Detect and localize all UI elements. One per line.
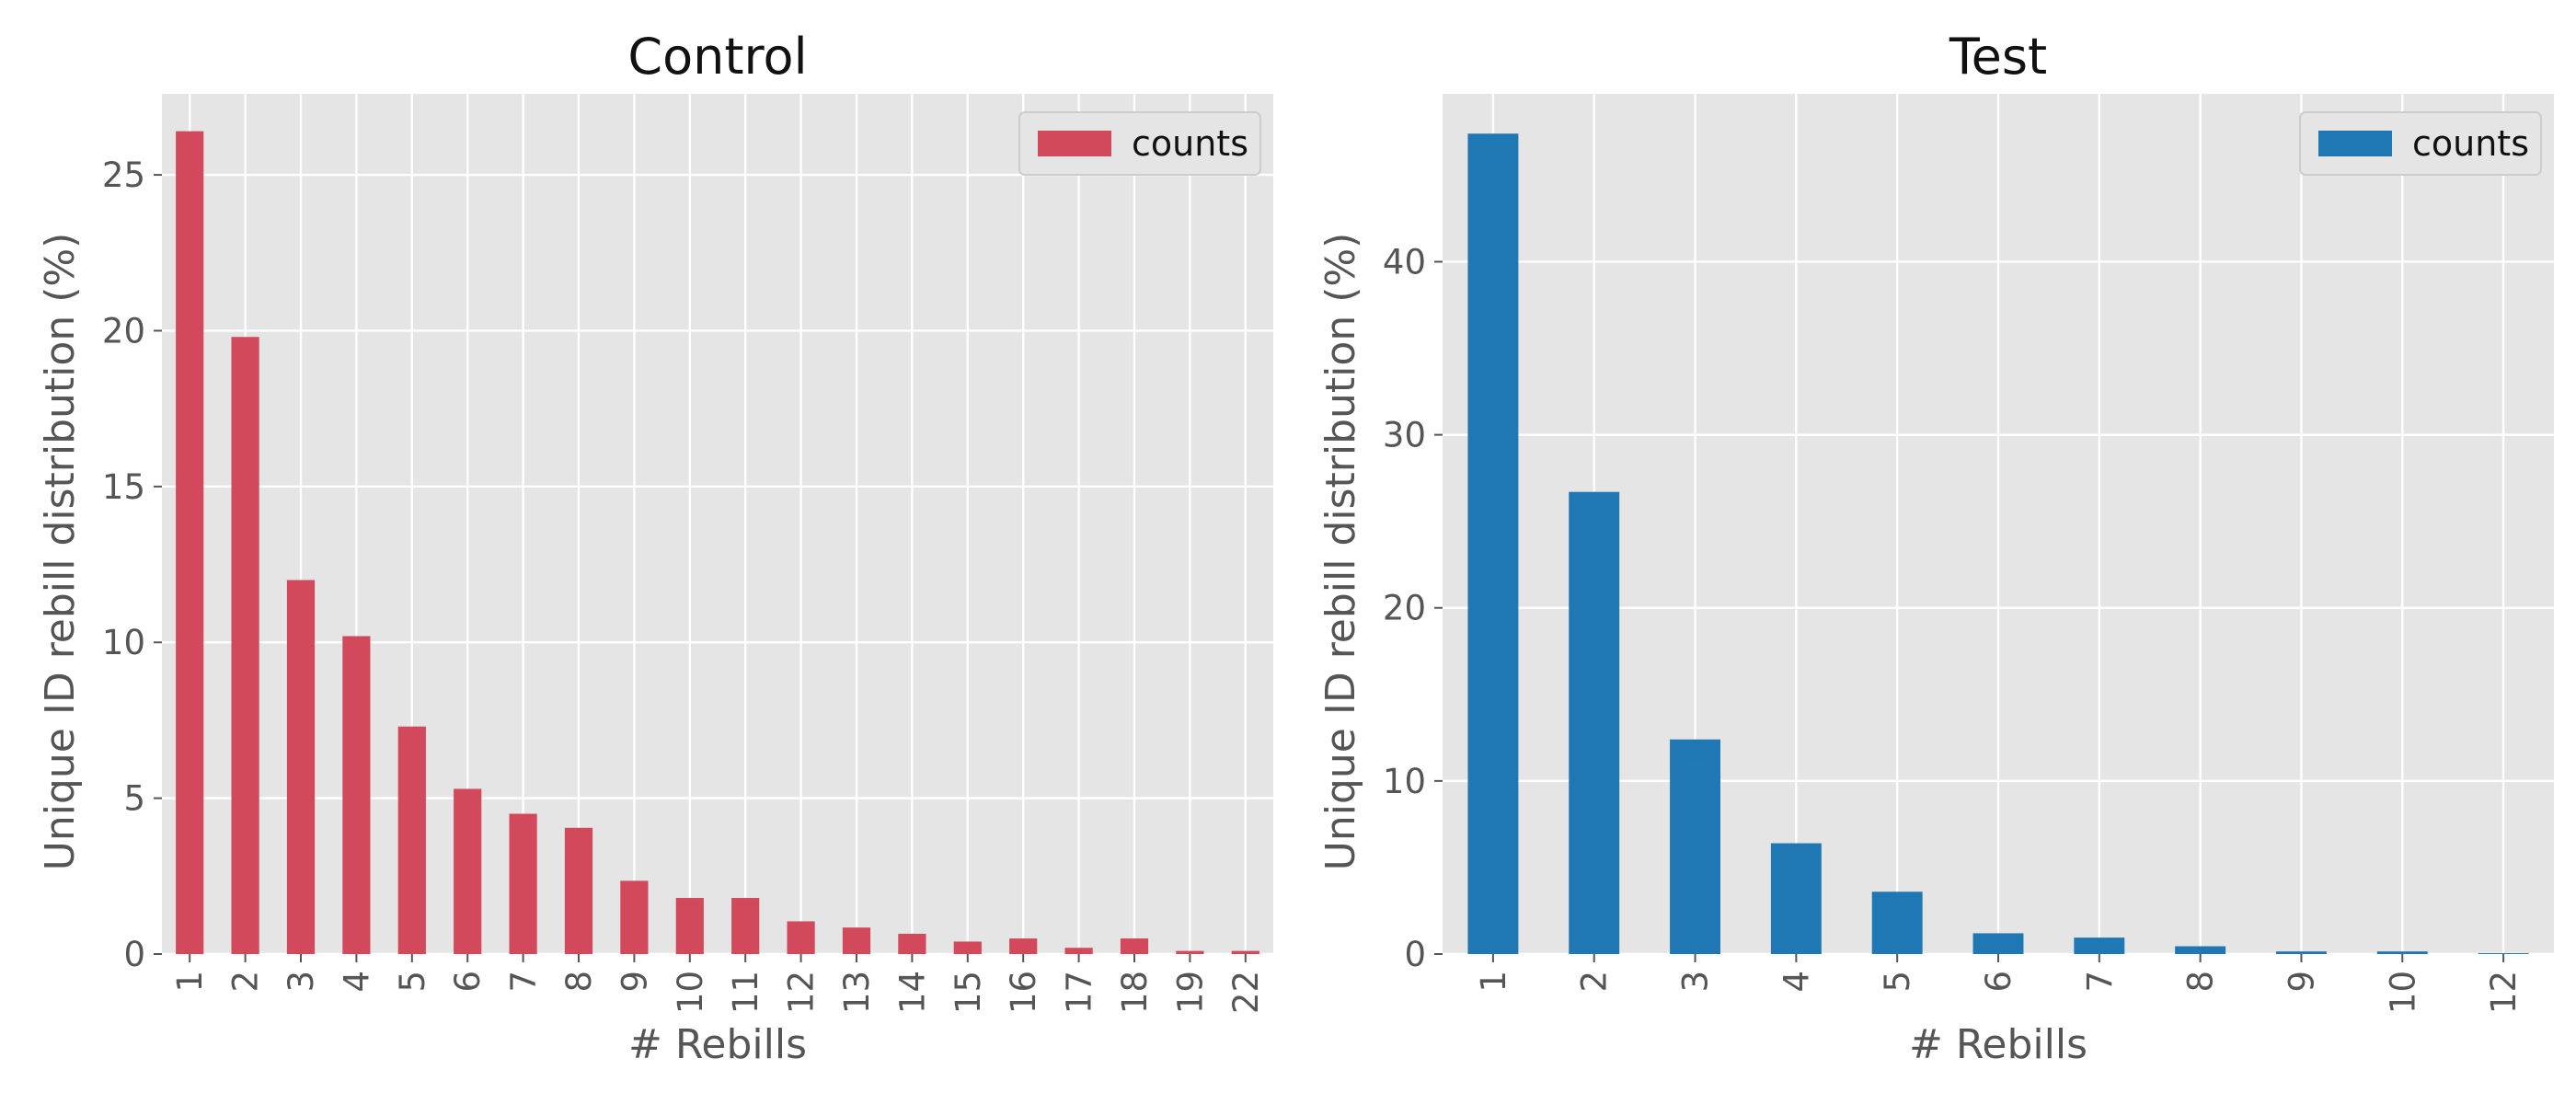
bar-19 — [1176, 950, 1204, 954]
y-tick-label: 15 — [102, 467, 145, 507]
bar-18 — [1120, 938, 1149, 954]
x-tick-label: 5 — [1878, 971, 1917, 993]
x-tick-label: 7 — [2080, 971, 2120, 993]
bar-11 — [731, 898, 760, 954]
x-tick-label: 10 — [671, 971, 710, 1014]
x-tick-label: 22 — [1226, 971, 1266, 1014]
y-tick-label: 0 — [1404, 935, 1426, 974]
x-tick-label: 4 — [337, 971, 376, 993]
x-tick-label: 4 — [1777, 971, 1816, 993]
x-tick-label: 14 — [892, 971, 932, 1014]
x-tick-label: 2 — [226, 971, 266, 993]
x-tick-label: 16 — [1004, 971, 1043, 1014]
x-tick-label: 13 — [837, 971, 877, 1014]
x-tick-label: 17 — [1060, 971, 1099, 1014]
y-tick-label: 20 — [1383, 589, 1426, 628]
x-tick-label: 18 — [1115, 971, 1155, 1014]
bar-8 — [2175, 946, 2226, 954]
x-tick-label: 12 — [2484, 971, 2524, 1014]
bar-9 — [620, 880, 649, 954]
x-tick-label: 9 — [615, 971, 654, 993]
x-tick-label: 1 — [1474, 971, 1513, 993]
bar-15 — [953, 941, 982, 954]
y-tick-label: 10 — [1383, 762, 1426, 801]
x-tick-label: 11 — [726, 971, 765, 1014]
chart-title: Control — [627, 28, 807, 86]
plot-area — [162, 94, 1273, 954]
bar-14 — [898, 933, 926, 954]
legend-box — [1018, 111, 1261, 176]
chart-title: Test — [1949, 28, 2047, 86]
x-tick-label: 1 — [170, 971, 210, 993]
bar-10 — [675, 898, 704, 954]
legend-box — [2299, 111, 2542, 176]
bar-5 — [397, 726, 426, 954]
x-tick-label: 12 — [782, 971, 822, 1014]
bar-12 — [2478, 953, 2529, 954]
bar-1 — [176, 131, 204, 955]
x-tick-label: 2 — [1575, 971, 1615, 993]
bar-2 — [1569, 491, 1620, 954]
y-tick-label: 20 — [102, 311, 145, 351]
bar-7 — [2074, 937, 2125, 954]
y-tick-label: 5 — [123, 779, 145, 819]
bar-2 — [231, 337, 259, 954]
x-tick-label: 15 — [949, 971, 988, 1014]
x-tick-label: 8 — [2181, 971, 2221, 993]
x-tick-label: 6 — [448, 971, 488, 993]
bar-1 — [1467, 133, 1519, 954]
bar-12 — [787, 921, 815, 954]
bar-6 — [454, 788, 482, 954]
x-axis-label: # Rebills — [628, 1021, 807, 1068]
x-tick-label: 6 — [1979, 971, 2018, 993]
bar-6 — [1972, 933, 2024, 954]
x-tick-label: 19 — [1170, 971, 1210, 1014]
x-tick-label: 10 — [2383, 971, 2422, 1014]
bar-9 — [2276, 951, 2327, 954]
x-tick-label: 7 — [504, 971, 544, 993]
legend: counts — [2299, 111, 2542, 176]
y-tick-label: 40 — [1383, 242, 1426, 282]
bar-4 — [342, 636, 371, 954]
x-tick-label: 3 — [282, 971, 321, 993]
y-tick-label: 0 — [123, 935, 145, 974]
bar-17 — [1064, 948, 1093, 954]
y-tick-label: 25 — [102, 155, 145, 195]
legend-label: counts — [1132, 123, 1248, 164]
y-axis-label: Unique ID rebill distribution (%) — [37, 233, 84, 871]
legend: counts — [1018, 111, 1261, 176]
y-tick-label: 30 — [1383, 416, 1426, 455]
x-tick-label: 9 — [2282, 971, 2321, 993]
legend-swatch — [1038, 131, 1111, 156]
bar-7 — [509, 813, 537, 954]
bar-3 — [1670, 739, 1720, 954]
y-axis-label: Unique ID rebill distribution (%) — [1317, 233, 1364, 871]
bar-4 — [1770, 843, 1822, 954]
x-tick-label: 8 — [559, 971, 599, 993]
x-axis-label: # Rebills — [1909, 1021, 2087, 1068]
legend-label: counts — [2412, 123, 2529, 164]
legend-swatch — [2318, 131, 2392, 156]
bar-22 — [1231, 950, 1259, 954]
bar-16 — [1009, 938, 1038, 954]
bar-8 — [564, 827, 593, 954]
bar-5 — [1871, 891, 1923, 954]
y-tick-label: 10 — [102, 623, 145, 662]
x-tick-label: 3 — [1676, 971, 1716, 993]
bar-3 — [286, 580, 316, 954]
bar-13 — [842, 927, 871, 954]
bar-10 — [2376, 951, 2428, 954]
x-tick-label: 5 — [393, 971, 432, 993]
